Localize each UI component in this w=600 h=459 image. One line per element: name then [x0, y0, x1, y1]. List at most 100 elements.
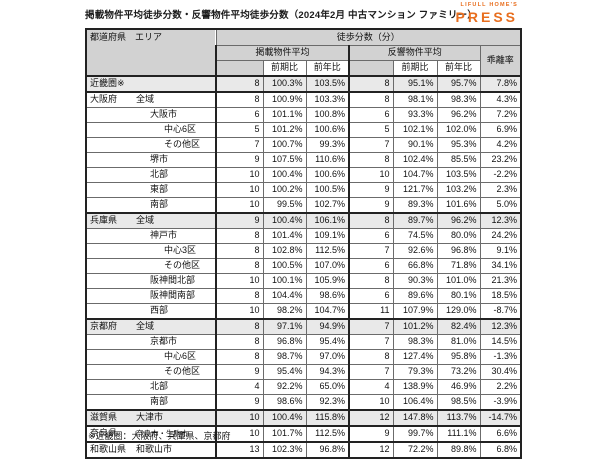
listed-prev-year-ratio: 109.1%: [305, 227, 350, 244]
area-label: 神戸市: [150, 230, 178, 240]
divergence-rate-value: -1.3%: [479, 348, 522, 365]
response-prev-year-ratio: 103.2%: [436, 181, 481, 198]
region-cell: 中心6区: [85, 348, 217, 365]
response-prev-period-ratio: 90.1%: [392, 136, 438, 153]
listed-prev-year-ratio: 94.3%: [305, 363, 350, 380]
area-label: 中心6区: [164, 124, 197, 134]
region-cell: 大阪府 全域: [85, 90, 217, 108]
response-prev-period-ratio: 89.7%: [392, 211, 438, 229]
divergence-rate-value: 4.2%: [479, 136, 522, 153]
listed-walk-minutes: 10: [215, 302, 264, 319]
response-prev-year-ratio: 103.5%: [436, 166, 481, 183]
listed-prev-period-ratio: 98.7%: [262, 348, 307, 365]
response-prev-year-ratio: 101.6%: [436, 196, 481, 213]
divergence-rate-value: 18.5%: [479, 287, 522, 304]
response-prev-year-ratio: 101.0%: [436, 272, 481, 289]
listed-walk-minutes: 10: [215, 196, 264, 213]
response-walk-minutes: 6: [348, 106, 394, 123]
listed-walk-minutes: 8: [215, 257, 264, 274]
response-prev-year-ratio: 95.7%: [436, 75, 481, 92]
response-walk-minutes: 11: [348, 302, 394, 319]
listed-walk-minutes: 9: [215, 393, 264, 410]
response-prev-year-ratio: 80.0%: [436, 227, 481, 244]
header-listed-prev-year: 前年比: [305, 59, 350, 76]
listed-prev-period-ratio: 101.7%: [262, 424, 307, 442]
response-prev-period-ratio: 102.1%: [392, 121, 438, 138]
table-row: 京都府 全域 8 97.1% 94.9% 7 101.2% 82.4% 12.3%: [85, 317, 522, 335]
listed-prev-period-ratio: 99.5%: [262, 196, 307, 213]
response-walk-minutes: 6: [348, 287, 394, 304]
listed-prev-year-ratio: 92.3%: [305, 393, 350, 410]
table-row: 中心3区 8 102.8% 112.5% 7 92.6% 96.8% 9.1%: [85, 242, 522, 259]
response-walk-minutes: 8: [348, 151, 394, 168]
header-walk-minutes: 徒歩分数（分）: [215, 28, 522, 46]
area-label: 全域: [136, 94, 155, 104]
table-row: 阪神間南部 8 104.4% 98.6% 6 89.6% 80.1% 18.5%: [85, 287, 522, 304]
listed-prev-year-ratio: 65.0%: [305, 378, 350, 395]
region-cell: 北部: [85, 378, 217, 395]
listed-prev-year-ratio: 100.5%: [305, 181, 350, 198]
divergence-rate-value: 30.4%: [479, 363, 522, 380]
logo-press-text: PRESS: [455, 8, 518, 25]
listed-prev-year-ratio: 97.0%: [305, 348, 350, 365]
table-row: 京都市 8 96.8% 95.4% 7 98.3% 81.0% 14.5%: [85, 333, 522, 350]
table-row: 奈良県 奈良市・生駒市 10 101.7% 112.5% 9 99.7% 111.…: [85, 424, 522, 442]
region-cell: 南部: [85, 196, 217, 213]
divergence-rate-value: 21.3%: [479, 272, 522, 289]
area-label: 阪神間北部: [150, 275, 196, 285]
table-row: 北部 4 92.2% 65.0% 4 138.9% 46.9% 2.2%: [85, 378, 522, 395]
listed-prev-period-ratio: 102.8%: [262, 242, 307, 259]
table-header: 都道府県 エリア 徒歩分数（分） 掲載物件平均 反響物件平均 乖離率 前期比 前…: [85, 28, 522, 76]
response-prev-period-ratio: 74.5%: [392, 227, 438, 244]
region-cell: その他区: [85, 257, 217, 274]
response-prev-year-ratio: 71.8%: [436, 257, 481, 274]
area-label: 京都市: [150, 336, 178, 346]
listed-walk-minutes: 8: [215, 227, 264, 244]
prefecture-label: 兵庫県: [90, 215, 118, 225]
region-cell: 京都市: [85, 333, 217, 350]
header-region: 都道府県 エリア: [85, 28, 217, 76]
listed-prev-year-ratio: 103.3%: [305, 90, 350, 108]
listed-prev-year-ratio: 100.6%: [305, 166, 350, 183]
response-walk-minutes: 9: [348, 196, 394, 213]
response-prev-year-ratio: 95.8%: [436, 348, 481, 365]
header-response-average: 反響物件平均: [348, 44, 481, 61]
region-cell: 中心6区: [85, 121, 217, 138]
response-prev-year-ratio: 98.5%: [436, 393, 481, 410]
response-walk-minutes: 6: [348, 257, 394, 274]
table-body: 近畿圏※ 8 100.3% 103.5% 8 95.1% 95.7% 7.8% …: [85, 75, 522, 458]
response-walk-minutes: 7: [348, 136, 394, 153]
listed-prev-period-ratio: 98.2%: [262, 302, 307, 319]
divergence-rate-value: 6.9%: [479, 121, 522, 138]
listed-walk-minutes: 5: [215, 121, 264, 138]
area-label: 中心3区: [164, 245, 197, 255]
header-listed-prev-period: 前期比: [262, 59, 307, 76]
response-walk-minutes: 8: [348, 75, 394, 92]
listed-prev-period-ratio: 98.6%: [262, 393, 307, 410]
listed-prev-year-ratio: 107.0%: [305, 257, 350, 274]
listed-walk-minutes: 8: [215, 333, 264, 350]
response-walk-minutes: 8: [348, 211, 394, 229]
region-cell: 兵庫県 全域: [85, 211, 217, 229]
table-row: 北部 10 100.4% 100.6% 10 104.7% 103.5% -2.…: [85, 166, 522, 183]
listed-prev-year-ratio: 112.5%: [305, 424, 350, 442]
response-prev-period-ratio: 138.9%: [392, 378, 438, 395]
response-walk-minutes: 8: [348, 90, 394, 108]
listed-prev-period-ratio: 101.2%: [262, 121, 307, 138]
response-prev-period-ratio: 90.3%: [392, 272, 438, 289]
table-row: 大阪市 6 101.1% 100.8% 6 93.3% 96.2% 7.2%: [85, 106, 522, 123]
table-row: 中心6区 5 101.2% 100.6% 5 102.1% 102.0% 6.9…: [85, 121, 522, 138]
table-row: 東部 10 100.2% 100.5% 9 121.7% 103.2% 2.3%: [85, 181, 522, 198]
response-prev-year-ratio: 96.2%: [436, 106, 481, 123]
divergence-rate-value: -2.2%: [479, 166, 522, 183]
listed-walk-minutes: 8: [215, 348, 264, 365]
table-row: その他区 9 95.4% 94.3% 7 79.3% 73.2% 30.4%: [85, 363, 522, 380]
response-walk-minutes: 10: [348, 166, 394, 183]
divergence-rate-value: 14.5%: [479, 333, 522, 350]
listed-prev-year-ratio: 102.7%: [305, 196, 350, 213]
listed-walk-minutes: 9: [215, 151, 264, 168]
area-label: 北部: [150, 169, 169, 179]
listed-prev-period-ratio: 107.5%: [262, 151, 307, 168]
table-row: 中心6区 8 98.7% 97.0% 8 127.4% 95.8% -1.3%: [85, 348, 522, 365]
area-label: 奈良市・生駒市: [136, 429, 189, 438]
